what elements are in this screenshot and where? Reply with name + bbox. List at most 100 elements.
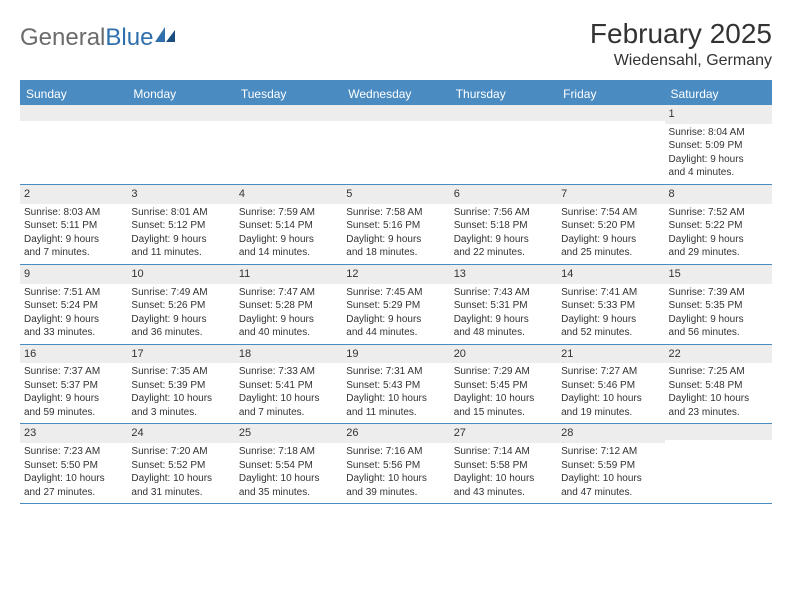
sunrise-line: Sunrise: 8:01 AM: [131, 206, 230, 220]
day-body: Sunrise: 7:18 AMSunset: 5:54 PMDaylight:…: [235, 443, 342, 503]
day-number: 24: [127, 424, 234, 443]
daylight-line2: and 48 minutes.: [454, 326, 553, 340]
day-number: 6: [450, 185, 557, 204]
day-number: 5: [342, 185, 449, 204]
daylight-line2: and 56 minutes.: [669, 326, 768, 340]
sunrise-line: Sunrise: 7:31 AM: [346, 365, 445, 379]
daylight-line2: and 7 minutes.: [24, 246, 123, 260]
day-cell: 24Sunrise: 7:20 AMSunset: 5:52 PMDayligh…: [127, 424, 234, 503]
day-cell: [20, 105, 127, 184]
daylight-line2: and 47 minutes.: [561, 486, 660, 500]
daylight-line1: Daylight: 9 hours: [454, 233, 553, 247]
sunset-line: Sunset: 5:28 PM: [239, 299, 338, 313]
location: Wiedensahl, Germany: [590, 52, 772, 70]
daylight-line2: and 31 minutes.: [131, 486, 230, 500]
daylight-line2: and 7 minutes.: [239, 406, 338, 420]
sunrise-line: Sunrise: 7:33 AM: [239, 365, 338, 379]
day-cell: 5Sunrise: 7:58 AMSunset: 5:16 PMDaylight…: [342, 185, 449, 264]
day-body: [557, 121, 664, 127]
day-number: 18: [235, 345, 342, 364]
day-header-thu: Thursday: [450, 83, 557, 105]
day-cell: 12Sunrise: 7:45 AMSunset: 5:29 PMDayligh…: [342, 265, 449, 344]
day-number: 14: [557, 265, 664, 284]
daylight-line2: and 4 minutes.: [669, 166, 768, 180]
daylight-line2: and 11 minutes.: [346, 406, 445, 420]
daylight-line1: Daylight: 9 hours: [669, 153, 768, 167]
sunrise-line: Sunrise: 7:37 AM: [24, 365, 123, 379]
day-cell: 7Sunrise: 7:54 AMSunset: 5:20 PMDaylight…: [557, 185, 664, 264]
daylight-line2: and 52 minutes.: [561, 326, 660, 340]
day-number: 2: [20, 185, 127, 204]
day-number: 19: [342, 345, 449, 364]
daylight-line1: Daylight: 10 hours: [561, 472, 660, 486]
sunset-line: Sunset: 5:12 PM: [131, 219, 230, 233]
daylight-line2: and 22 minutes.: [454, 246, 553, 260]
daylight-line2: and 15 minutes.: [454, 406, 553, 420]
day-body: [450, 121, 557, 127]
day-cell: 16Sunrise: 7:37 AMSunset: 5:37 PMDayligh…: [20, 345, 127, 424]
day-cell: 9Sunrise: 7:51 AMSunset: 5:24 PMDaylight…: [20, 265, 127, 344]
day-body: Sunrise: 7:45 AMSunset: 5:29 PMDaylight:…: [342, 284, 449, 344]
sunrise-line: Sunrise: 7:39 AM: [669, 286, 768, 300]
daylight-line2: and 43 minutes.: [454, 486, 553, 500]
daylight-line1: Daylight: 10 hours: [454, 392, 553, 406]
day-cell: [557, 105, 664, 184]
day-body: Sunrise: 7:52 AMSunset: 5:22 PMDaylight:…: [665, 204, 772, 264]
daylight-line1: Daylight: 9 hours: [346, 313, 445, 327]
sunset-line: Sunset: 5:45 PM: [454, 379, 553, 393]
day-body: [20, 121, 127, 127]
daylight-line1: Daylight: 10 hours: [454, 472, 553, 486]
sunrise-line: Sunrise: 7:58 AM: [346, 206, 445, 220]
day-number: 16: [20, 345, 127, 364]
day-body: [665, 440, 772, 446]
daylight-line2: and 44 minutes.: [346, 326, 445, 340]
day-cell: [342, 105, 449, 184]
sunset-line: Sunset: 5:14 PM: [239, 219, 338, 233]
day-header-fri: Friday: [557, 83, 664, 105]
daylight-line2: and 39 minutes.: [346, 486, 445, 500]
sunrise-line: Sunrise: 7:23 AM: [24, 445, 123, 459]
day-cell: 10Sunrise: 7:49 AMSunset: 5:26 PMDayligh…: [127, 265, 234, 344]
logo-text-blue: Blue: [105, 24, 153, 52]
daylight-line2: and 33 minutes.: [24, 326, 123, 340]
day-cell: 20Sunrise: 7:29 AMSunset: 5:45 PMDayligh…: [450, 345, 557, 424]
sunrise-line: Sunrise: 7:25 AM: [669, 365, 768, 379]
daylight-line1: Daylight: 9 hours: [669, 313, 768, 327]
sunset-line: Sunset: 5:31 PM: [454, 299, 553, 313]
day-number: 15: [665, 265, 772, 284]
day-body: Sunrise: 7:39 AMSunset: 5:35 PMDaylight:…: [665, 284, 772, 344]
daylight-line1: Daylight: 9 hours: [131, 233, 230, 247]
daylight-line1: Daylight: 9 hours: [239, 233, 338, 247]
day-body: Sunrise: 7:33 AMSunset: 5:41 PMDaylight:…: [235, 363, 342, 423]
daylight-line2: and 3 minutes.: [131, 406, 230, 420]
day-number: 8: [665, 185, 772, 204]
sunrise-line: Sunrise: 7:12 AM: [561, 445, 660, 459]
daylight-line2: and 27 minutes.: [24, 486, 123, 500]
daylight-line1: Daylight: 9 hours: [346, 233, 445, 247]
sunrise-line: Sunrise: 7:18 AM: [239, 445, 338, 459]
sunset-line: Sunset: 5:56 PM: [346, 459, 445, 473]
day-number: 17: [127, 345, 234, 364]
sunrise-line: Sunrise: 7:52 AM: [669, 206, 768, 220]
sunset-line: Sunset: 5:52 PM: [131, 459, 230, 473]
day-number: [557, 105, 664, 121]
sunset-line: Sunset: 5:46 PM: [561, 379, 660, 393]
day-number: 12: [342, 265, 449, 284]
daylight-line1: Daylight: 9 hours: [24, 233, 123, 247]
day-body: Sunrise: 7:27 AMSunset: 5:46 PMDaylight:…: [557, 363, 664, 423]
header: GeneralBlue February 2025 Wiedensahl, Ge…: [20, 18, 772, 70]
sunset-line: Sunset: 5:33 PM: [561, 299, 660, 313]
day-cell: 14Sunrise: 7:41 AMSunset: 5:33 PMDayligh…: [557, 265, 664, 344]
day-cell: 11Sunrise: 7:47 AMSunset: 5:28 PMDayligh…: [235, 265, 342, 344]
day-body: Sunrise: 7:29 AMSunset: 5:45 PMDaylight:…: [450, 363, 557, 423]
sunrise-line: Sunrise: 7:29 AM: [454, 365, 553, 379]
sunrise-line: Sunrise: 8:04 AM: [669, 126, 768, 140]
sunset-line: Sunset: 5:54 PM: [239, 459, 338, 473]
day-body: Sunrise: 7:43 AMSunset: 5:31 PMDaylight:…: [450, 284, 557, 344]
daylight-line2: and 23 minutes.: [669, 406, 768, 420]
sunrise-line: Sunrise: 7:56 AM: [454, 206, 553, 220]
daylight-line2: and 29 minutes.: [669, 246, 768, 260]
week-row: 16Sunrise: 7:37 AMSunset: 5:37 PMDayligh…: [20, 345, 772, 425]
day-body: Sunrise: 7:35 AMSunset: 5:39 PMDaylight:…: [127, 363, 234, 423]
day-header-row: Sunday Monday Tuesday Wednesday Thursday…: [20, 83, 772, 105]
